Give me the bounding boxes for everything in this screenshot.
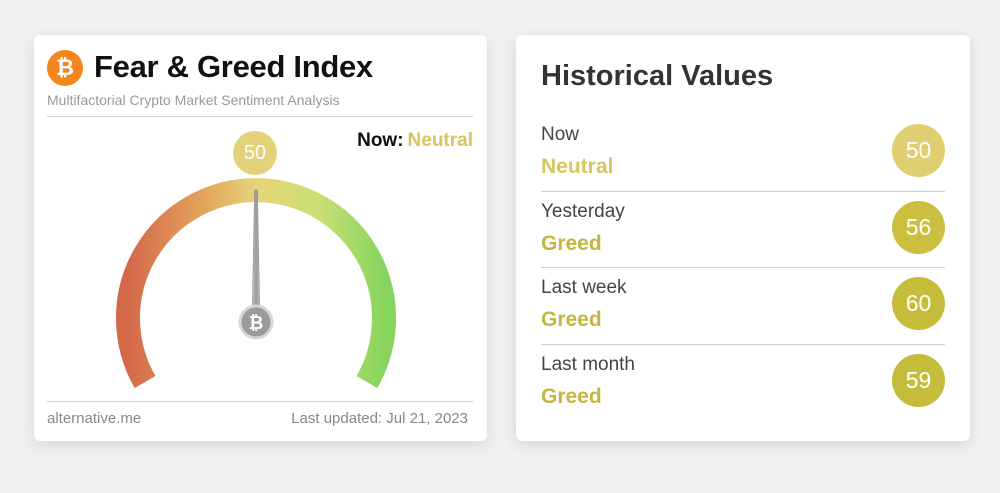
history-value-circle: 50 bbox=[892, 124, 945, 177]
history-classification: Greed bbox=[541, 308, 602, 331]
now-label: Now: bbox=[357, 130, 404, 151]
history-row-last-week: Last week Greed 60 bbox=[541, 277, 945, 353]
last-updated: Last updated: Jul 21, 2023 bbox=[291, 410, 468, 427]
history-row-last-month: Last month Greed 59 bbox=[541, 354, 945, 430]
fear-greed-card: ₿ Fear & Greed Index Multifactorial Cryp… bbox=[34, 35, 487, 441]
sentiment-gauge: ₿ bbox=[116, 178, 396, 388]
now-value: Neutral bbox=[407, 130, 473, 151]
divider bbox=[47, 116, 473, 117]
needle-hub-bitcoin-icon: ₿ bbox=[249, 313, 264, 333]
bitcoin-icon: ₿ bbox=[47, 50, 83, 86]
row-divider bbox=[541, 267, 945, 268]
history-row-now: Now Neutral 50 bbox=[541, 124, 945, 200]
history-period: Last week bbox=[541, 277, 627, 298]
historical-values-card: Historical Values Now Neutral 50 Yesterd… bbox=[516, 35, 970, 441]
card-title: Fear & Greed Index bbox=[94, 49, 373, 84]
row-divider bbox=[541, 191, 945, 192]
history-classification: Neutral bbox=[541, 155, 614, 178]
history-value-circle: 60 bbox=[892, 277, 945, 330]
history-classification: Greed bbox=[541, 385, 602, 408]
source-link[interactable]: alternative.me bbox=[47, 410, 142, 427]
needle-hub bbox=[238, 304, 274, 340]
row-divider bbox=[541, 344, 945, 345]
card-subtitle: Multifactorial Crypto Market Sentiment A… bbox=[47, 92, 340, 108]
history-period: Now bbox=[541, 124, 580, 145]
history-classification: Greed bbox=[541, 232, 602, 255]
footer-divider bbox=[47, 401, 473, 402]
history-period: Last month bbox=[541, 354, 635, 375]
history-value-circle: 59 bbox=[892, 354, 945, 407]
now-status: Now: Neutral bbox=[357, 130, 473, 152]
historical-title: Historical Values bbox=[541, 60, 774, 92]
history-period: Yesterday bbox=[541, 201, 625, 222]
history-row-yesterday: Yesterday Greed 56 bbox=[541, 201, 945, 277]
gauge-needle bbox=[251, 189, 261, 323]
index-value-bubble: 50 bbox=[233, 131, 277, 175]
history-value-circle: 56 bbox=[892, 201, 945, 254]
